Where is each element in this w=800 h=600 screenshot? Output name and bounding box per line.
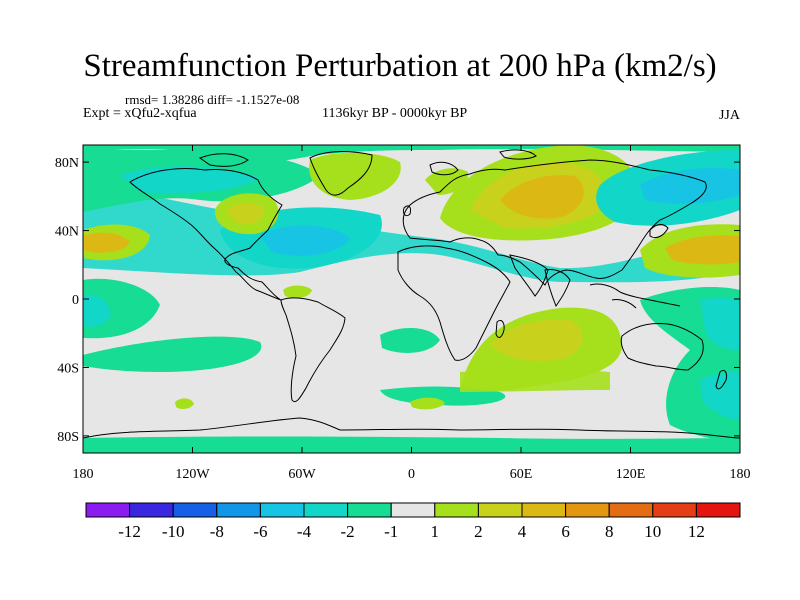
plot-title: Streamfunction Perturbation at 200 hPa (… (83, 48, 717, 84)
y-tick-label: 80S (57, 430, 79, 445)
colorbar-label: -8 (210, 522, 224, 541)
colorbar-swatch (565, 502, 610, 518)
colorbar-swatch (390, 502, 436, 518)
x-tick-label: 120W (175, 467, 210, 482)
colorbar-swatch (347, 502, 392, 518)
colorbar-label: 10 (644, 522, 661, 541)
y-tick-label: 40N (55, 225, 79, 240)
x-tick-label: 120E (616, 467, 646, 482)
colorbar-swatch (85, 502, 131, 518)
colorbar-swatch (303, 502, 349, 518)
colorbar-label: 6 (561, 522, 570, 541)
y-tick-label: 0 (72, 293, 79, 308)
stats-label: rmsd= 1.38286 diff= -1.1527e-08 (125, 92, 300, 107)
axis-ticks: 80N 40N 0 40S 80S 180 120W 60W 0 60E 120E 180 (55, 145, 751, 482)
colorbar-swatch (521, 502, 567, 518)
colorbar-label: -1 (384, 522, 398, 541)
colorbar-label: 1 (431, 522, 440, 541)
x-tick-label: 0 (408, 467, 415, 482)
x-tick-label: 180 (730, 467, 751, 482)
colorbar-swatch (172, 502, 218, 518)
colorbar-swatch (216, 502, 261, 518)
y-tick-label: 40S (57, 361, 79, 376)
x-tick-label: 180 (73, 467, 94, 482)
colorbar-swatch (129, 502, 174, 518)
colorbar-swatch (695, 502, 741, 518)
colorbar-swatch (652, 502, 697, 518)
colorbar-swatch (477, 502, 523, 518)
colorbar-label: -4 (297, 522, 312, 541)
colorbar-label: -6 (253, 522, 267, 541)
colorbar-label: 8 (605, 522, 614, 541)
colorbar-label: -2 (341, 522, 355, 541)
colorbar-swatch (608, 502, 654, 518)
x-tick-label: 60W (288, 467, 316, 482)
colorbar-label: -10 (162, 522, 185, 541)
colorbar-label: 2 (474, 522, 483, 541)
colorbar-label: -12 (118, 522, 141, 541)
y-tick-label: 80N (55, 156, 79, 171)
anomaly-field (83, 145, 740, 453)
colorbar: -12 -10 -8 -6 -4 -2 -1 1 2 4 6 8 10 12 (85, 502, 741, 541)
period-label: 1136kyr BP - 0000kyr BP (322, 106, 468, 121)
colorbar-label: 12 (688, 522, 705, 541)
experiment-label: Expt = xQfu2-xqfua (83, 106, 197, 121)
coastlines (83, 149, 740, 439)
colorbar-swatch (259, 502, 305, 518)
colorbar-label: 4 (518, 522, 527, 541)
x-tick-label: 60E (510, 467, 533, 482)
colorbar-swatch (434, 502, 479, 518)
season-label: JJA (718, 108, 740, 123)
